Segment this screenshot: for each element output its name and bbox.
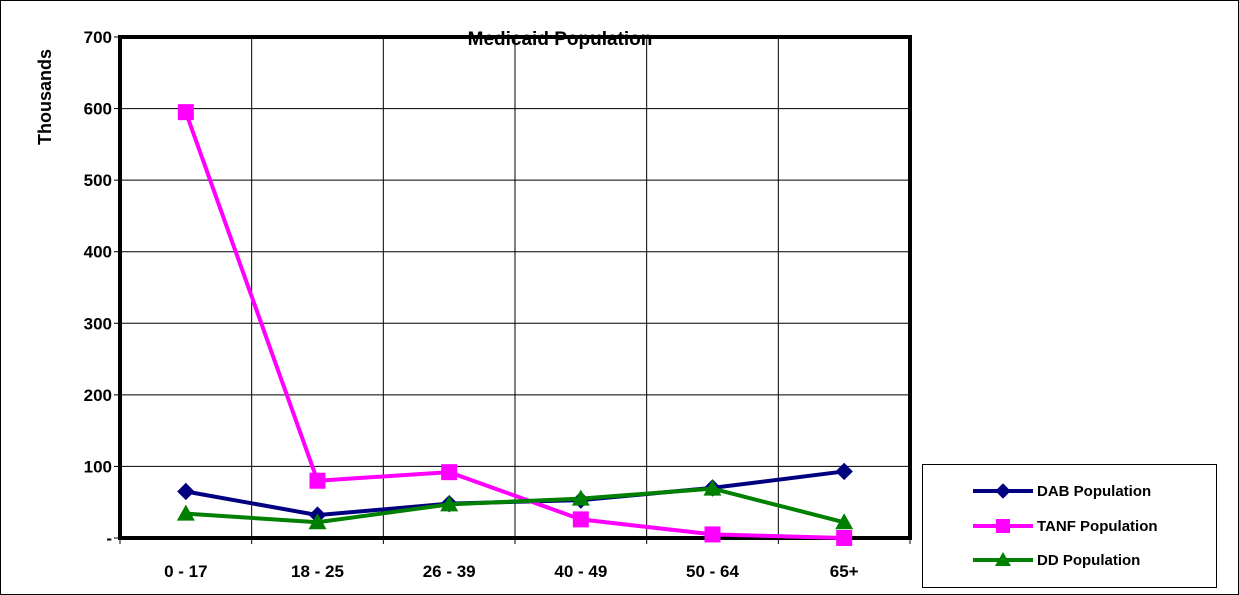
square-marker (441, 464, 458, 481)
y-tick-label: 100 (84, 457, 112, 476)
y-tick-label: 400 (84, 243, 112, 262)
x-axis-tick-labels: 0 - 17 18 - 25 26 - 39 40 - 49 50 - 64 65+ (164, 562, 859, 581)
x-tick-label: 50 - 64 (686, 562, 739, 581)
y-axis-label: Thousands (35, 49, 55, 145)
diamond-marker (995, 483, 1011, 499)
legend-label: DAB Population (1037, 482, 1152, 500)
legend: DAB Population TANF Population DD Populati… (922, 464, 1217, 588)
x-tick-label: 0 - 17 (164, 562, 207, 581)
legend-label: TANF Population (1037, 517, 1158, 535)
triangle-marker (440, 495, 459, 512)
square-marker (996, 519, 1010, 533)
x-tick-label: 26 - 39 (423, 562, 476, 581)
y-tick-label: 700 (84, 28, 112, 47)
legend-item: DD Population (971, 548, 1140, 572)
square-marker (836, 530, 853, 546)
y-axis-tick-labels: - 100 200 300 400 500 600 700 (84, 28, 112, 548)
y-tick-label: - (106, 529, 112, 548)
series-line (183, 111, 845, 540)
x-tick-label: 18 - 25 (291, 562, 344, 581)
square-marker (177, 104, 194, 121)
diamond-marker (835, 462, 853, 481)
triangle-marker (571, 489, 590, 506)
gridlines (120, 37, 910, 538)
axis-ticks (114, 36, 911, 544)
x-tick-label: 40 - 49 (554, 562, 607, 581)
y-tick-label: 600 (84, 100, 112, 119)
square-marker (309, 472, 326, 489)
chart-title: Medicaid Population (468, 29, 653, 50)
triangle-marker (703, 479, 722, 496)
legend-swatch (973, 552, 1033, 566)
triangle-marker (176, 504, 195, 521)
legend-item: DAB Population (971, 479, 1151, 503)
triangle-marker (995, 552, 1011, 566)
y-tick-label: 500 (84, 171, 112, 190)
triangle-marker (835, 513, 854, 530)
series-tanf-population (177, 104, 853, 546)
series-layer (176, 104, 854, 546)
square-marker (704, 526, 721, 543)
y-tick-label: 200 (84, 386, 112, 405)
legend-swatch (973, 483, 1033, 499)
x-tick-label: 65+ (830, 562, 859, 581)
legend-swatch (973, 519, 1033, 533)
series-dd-population (176, 479, 854, 530)
legend-label: DD Population (1037, 551, 1141, 569)
y-tick-label: 300 (84, 314, 112, 333)
diamond-marker (177, 482, 195, 501)
series-line (185, 486, 845, 525)
triangle-marker (308, 513, 327, 530)
legend-item: TANF Population (971, 514, 1158, 538)
square-marker (572, 511, 589, 528)
